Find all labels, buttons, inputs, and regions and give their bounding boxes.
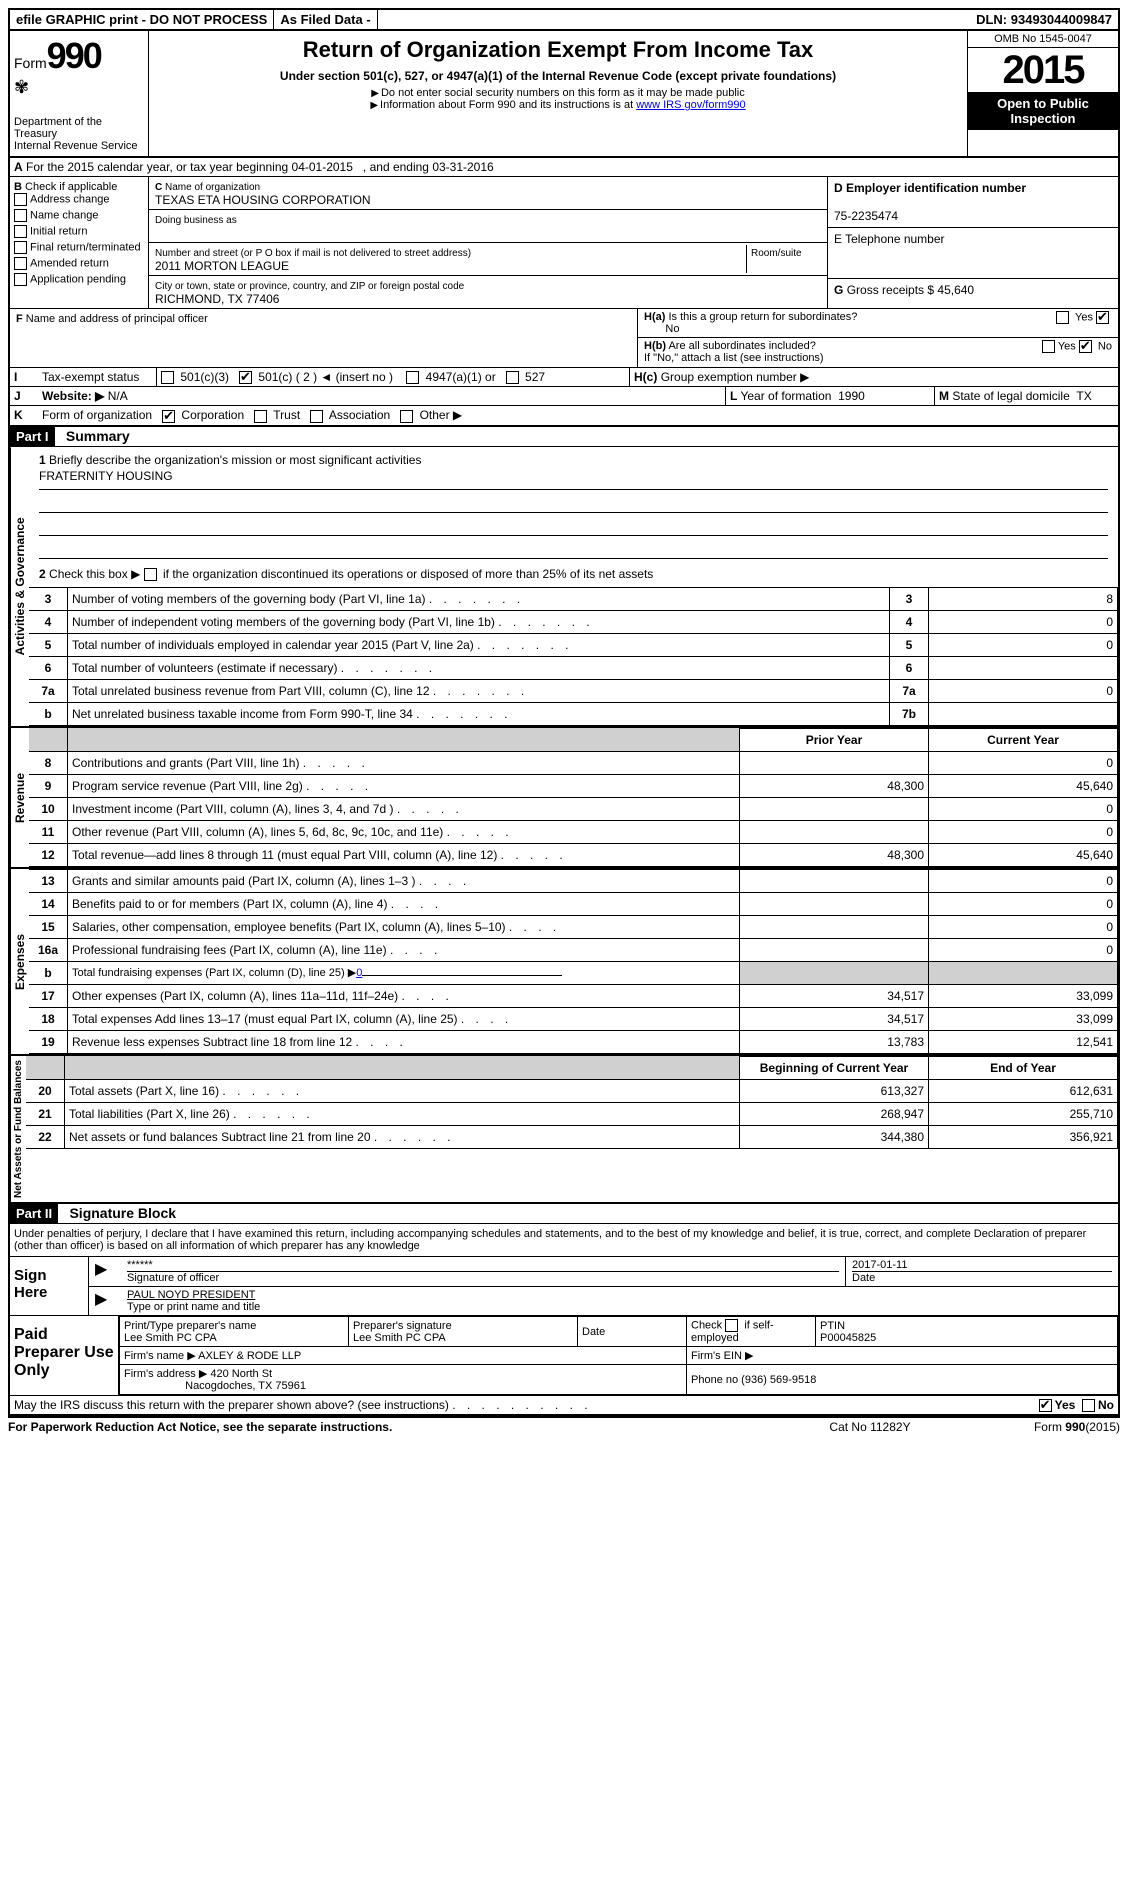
net-assets-section: Net Assets or Fund Balances Beginning of… (10, 1056, 1118, 1202)
box-h: H(a) Is this a group return for subordin… (638, 309, 1118, 367)
form-number-block: Form990 ✾ Department of the Treasury Int… (10, 31, 149, 156)
table-row: 16aProfessional fundraising fees (Part I… (29, 938, 1118, 961)
table-row: 5Total number of individuals employed in… (29, 633, 1118, 656)
table-row: 20Total assets (Part X, line 16) . . . .… (26, 1079, 1118, 1102)
irs-link[interactable]: www IRS gov/form990 (636, 99, 745, 111)
table-row: 14Benefits paid to or for members (Part … (29, 892, 1118, 915)
cb-address-change[interactable]: Address change (14, 193, 144, 206)
table-row: 7aTotal unrelated business revenue from … (29, 679, 1118, 702)
form-header: Form990 ✾ Department of the Treasury Int… (10, 31, 1118, 158)
table-row: 6Total number of volunteers (estimate if… (29, 656, 1118, 679)
cb-initial-return[interactable]: Initial return (14, 225, 144, 238)
officer-name: PAUL NOYD PRESIDENT (127, 1289, 255, 1301)
open-public-badge: Open to Public Inspection (968, 92, 1118, 130)
discuss-row: May the IRS discuss this return with the… (10, 1396, 1118, 1416)
table-row: 15Salaries, other compensation, employee… (29, 915, 1118, 938)
expenses-table: 13Grants and similar amounts paid (Part … (29, 869, 1118, 1054)
mission-text: FRATERNITY HOUSING (39, 467, 1108, 490)
revenue-table: Prior Year Current Year 8Contributions a… (29, 728, 1118, 867)
line-a: A For the 2015 calendar year, or tax yea… (10, 158, 1118, 177)
expenses-section: Expenses 13Grants and similar amounts pa… (10, 869, 1118, 1056)
table-row: 21Total liabilities (Part X, line 26) . … (26, 1102, 1118, 1125)
table-row: 22Net assets or fund balances Subtract l… (26, 1125, 1118, 1148)
efile-notice: efile GRAPHIC print - DO NOT PROCESS (10, 10, 274, 29)
box-b: B Check if applicable Address change Nam… (10, 177, 149, 308)
table-row: 18Total expenses Add lines 13–17 (must e… (29, 1007, 1118, 1030)
table-row: 19Revenue less expenses Subtract line 18… (29, 1030, 1118, 1053)
f-h-row: F Name and address of principal officer … (10, 309, 1118, 368)
box-e-label: E Telephone number (834, 232, 945, 246)
activities-governance: Activities & Governance 1 Briefly descri… (10, 447, 1118, 728)
line-j-lm: J Website: ▶ N/A L Year of formation 199… (10, 387, 1118, 406)
page-footer: For Paperwork Reduction Act Notice, see … (8, 1418, 1120, 1436)
cb-app-pending[interactable]: Application pending (14, 273, 144, 286)
line-k: K Form of organization Corporation Trust… (10, 406, 1118, 424)
form-container: efile GRAPHIC print - DO NOT PROCESS As … (8, 8, 1120, 1418)
revenue-section: Revenue Prior Year Current Year 8Contrib… (10, 728, 1118, 869)
governance-table: 3Number of voting members of the governi… (29, 587, 1118, 726)
table-row: 17Other expenses (Part IX, column (A), l… (29, 984, 1118, 1007)
form-subtitle: Under section 501(c), 527, or 4947(a)(1)… (157, 69, 959, 83)
paid-preparer-section: Paid Preparer Use Only Print/Type prepar… (10, 1316, 1118, 1396)
table-row: 9Program service revenue (Part VIII, lin… (29, 774, 1118, 797)
cb-name-change[interactable]: Name change (14, 209, 144, 222)
entity-block: B Check if applicable Address change Nam… (10, 177, 1118, 309)
table-row: 10Investment income (Part VIII, column (… (29, 797, 1118, 820)
table-row: bNet unrelated business taxable income f… (29, 702, 1118, 725)
org-city: RICHMOND, TX 77406 (155, 292, 279, 306)
box-d-label: D Employer identification number (834, 181, 1026, 195)
net-assets-table: Beginning of Current Year End of Year 20… (26, 1056, 1118, 1149)
org-address: 2011 MORTON LEAGUE (155, 259, 289, 273)
perjury-statement: Under penalties of perjury, I declare th… (10, 1224, 1118, 1256)
tax-year: 2015 (968, 48, 1118, 92)
gross-receipts: 45,640 (937, 283, 974, 297)
part-2-header: Part II Signature Block (10, 1202, 1118, 1224)
sign-here-section: Sign Here ▶ ****** Signature of officer … (10, 1256, 1118, 1316)
cb-amended[interactable]: Amended return (14, 257, 144, 270)
fundraising-link[interactable]: 0 (356, 967, 362, 979)
form-title: Return of Organization Exempt From Incom… (157, 37, 959, 63)
table-row: 11Other revenue (Part VIII, column (A), … (29, 820, 1118, 843)
topbar: efile GRAPHIC print - DO NOT PROCESS As … (10, 10, 1118, 31)
form-title-block: Return of Organization Exempt From Incom… (149, 31, 967, 156)
cb-final-return[interactable]: Final return/terminated (14, 241, 144, 254)
right-info: D Employer identification number 75-2235… (828, 177, 1118, 308)
org-name: TEXAS ETA HOUSING CORPORATION (155, 193, 371, 207)
omb-number: OMB No 1545-0047 (968, 31, 1118, 48)
table-row: 3Number of voting members of the governi… (29, 587, 1118, 610)
table-row: 13Grants and similar amounts paid (Part … (29, 869, 1118, 892)
table-row: 12Total revenue—add lines 8 through 11 (… (29, 843, 1118, 866)
table-row: 4Number of independent voting members of… (29, 610, 1118, 633)
dln: DLN: 93493044009847 (970, 10, 1118, 29)
part-1-header: Part I Summary (10, 425, 1118, 447)
box-c: C Name of organization TEXAS ETA HOUSING… (149, 177, 828, 308)
table-row: 8Contributions and grants (Part VIII, li… (29, 751, 1118, 774)
as-filed: As Filed Data - (274, 10, 377, 29)
box-f: F Name and address of principal officer (10, 309, 638, 367)
ein: 75-2235474 (834, 209, 898, 223)
line-i: I Tax-exempt status 501(c)(3) 501(c) ( 2… (10, 368, 1118, 387)
form-year-block: OMB No 1545-0047 2015 Open to Public Ins… (967, 31, 1118, 156)
